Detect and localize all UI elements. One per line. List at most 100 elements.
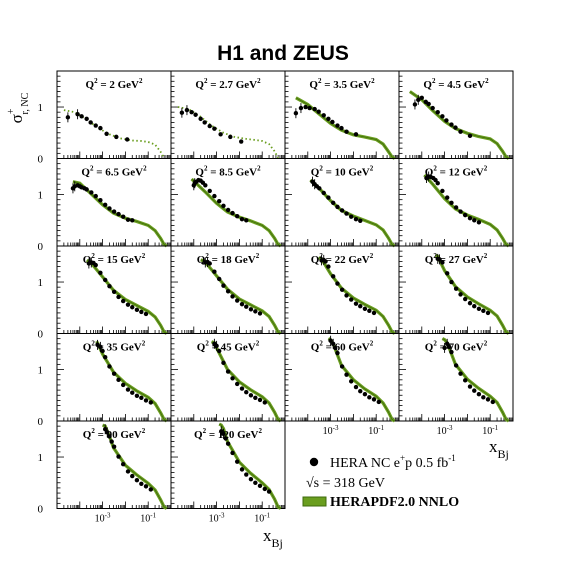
panel-q2-35: Q2 = 35 GeV2 0 1 bbox=[38, 333, 172, 428]
panel-q2-label: Q2 = 60 GeV2 bbox=[311, 340, 374, 354]
fit-central bbox=[95, 342, 167, 422]
data-point bbox=[120, 298, 126, 304]
fit-curve-dotted bbox=[63, 109, 165, 159]
data-point bbox=[184, 107, 190, 113]
data-point bbox=[239, 386, 245, 391]
data-point bbox=[453, 125, 458, 130]
data-point bbox=[472, 304, 477, 309]
legend: HERA NC e+p 0.5 fb-1 √s = 318 GeV HERAPD… bbox=[302, 453, 459, 510]
data-point bbox=[203, 183, 208, 188]
data-point bbox=[462, 378, 468, 383]
x-tick-label: 10-3 bbox=[437, 424, 453, 437]
fit-central bbox=[211, 341, 281, 422]
data-point bbox=[218, 132, 223, 137]
data-point bbox=[65, 115, 71, 120]
panel-q2-4.5: Q2 = 4.5 GeV2 bbox=[398, 70, 514, 160]
y-axis-title-super: + bbox=[6, 108, 17, 114]
fit-central bbox=[435, 254, 509, 334]
data-point bbox=[125, 137, 130, 142]
panel-q2-2: Q2 = 2 GeV2 0 1 bbox=[38, 70, 172, 166]
x-tick-label: 10-3 bbox=[209, 512, 225, 525]
data-point bbox=[125, 469, 131, 474]
data-point bbox=[358, 388, 363, 394]
data-point bbox=[344, 372, 349, 377]
data-point bbox=[335, 281, 340, 286]
data-point bbox=[444, 341, 450, 346]
data-point bbox=[253, 309, 258, 314]
data-point bbox=[353, 132, 359, 137]
data-point bbox=[89, 190, 94, 195]
data-point bbox=[458, 129, 463, 134]
data-point bbox=[316, 109, 321, 114]
data-point bbox=[257, 397, 263, 403]
data-point bbox=[467, 300, 473, 306]
data-point bbox=[225, 207, 231, 213]
data-point bbox=[234, 213, 240, 219]
panel-q2-27: Q2 = 27 GeV2 bbox=[398, 245, 514, 335]
data-point bbox=[125, 387, 131, 392]
data-point bbox=[437, 257, 442, 262]
data-point bbox=[111, 289, 117, 295]
data-point bbox=[130, 473, 135, 479]
data-point bbox=[419, 95, 424, 100]
data-point bbox=[120, 462, 126, 467]
fit-central bbox=[310, 179, 395, 247]
data-point bbox=[485, 397, 491, 402]
data-point bbox=[216, 348, 222, 354]
data-point bbox=[476, 392, 482, 397]
y-tick-label: 1 bbox=[38, 277, 44, 289]
x-axis-title-bottom: xBj bbox=[263, 526, 283, 550]
data-point bbox=[358, 304, 363, 309]
data-point bbox=[228, 134, 233, 140]
y-tick-label: 0 bbox=[38, 504, 44, 516]
data-point bbox=[303, 104, 308, 110]
data-point bbox=[312, 106, 317, 112]
panel-frame bbox=[170, 420, 286, 509]
panel-q2-label: Q2 = 45 GeV2 bbox=[197, 340, 260, 354]
panel-q2-90: Q2 = 90 GeV2 0 1 10-3 10-1 bbox=[38, 420, 172, 525]
data-point bbox=[344, 293, 349, 298]
data-point bbox=[323, 259, 328, 264]
panel-q2-label: Q2 = 70 GeV2 bbox=[425, 340, 488, 354]
fit-band bbox=[309, 178, 396, 248]
data-point bbox=[102, 354, 108, 360]
data-point bbox=[449, 349, 454, 355]
data-point bbox=[125, 302, 131, 307]
svg-text:σ+r, NC: σ+ r, NC bbox=[6, 92, 31, 123]
data-point bbox=[462, 296, 468, 302]
data-point bbox=[248, 476, 254, 482]
data-point bbox=[109, 439, 114, 444]
data-point bbox=[333, 345, 338, 351]
data-point bbox=[353, 217, 359, 222]
data-point bbox=[111, 371, 117, 376]
data-point bbox=[339, 364, 345, 369]
data-point bbox=[107, 283, 112, 289]
data-point bbox=[317, 186, 322, 191]
data-point bbox=[100, 348, 105, 354]
panel-q2-label: Q2 = 8.5 GeV2 bbox=[195, 165, 261, 179]
data-point bbox=[98, 125, 103, 131]
data-point bbox=[244, 304, 249, 309]
data-point bbox=[143, 398, 149, 403]
data-point bbox=[444, 271, 450, 276]
fit-central bbox=[424, 174, 509, 247]
data-point bbox=[339, 208, 345, 213]
data-point bbox=[139, 395, 144, 401]
fit-band bbox=[423, 173, 510, 248]
data-point bbox=[223, 436, 228, 441]
panel-q2-12: Q2 = 12 GeV2 bbox=[398, 158, 514, 248]
y-tick-label: 1 bbox=[38, 102, 44, 114]
data-point bbox=[485, 310, 491, 316]
data-point bbox=[435, 109, 440, 115]
data-point bbox=[339, 125, 344, 131]
fit-band bbox=[210, 340, 282, 423]
data-point bbox=[102, 427, 108, 432]
panel-q2-15: Q2 = 15 GeV2 0 1 bbox=[38, 245, 172, 341]
panel-grid: Q2 = 2 GeV2 0 1 Q2 = 2.7 GeV2 Q2 = 3.5 GeV2 Q… bbox=[38, 70, 514, 525]
fit-central bbox=[442, 338, 509, 422]
data-point bbox=[111, 444, 117, 449]
fit-central bbox=[191, 178, 281, 247]
panel-q2-label: Q2 = 3.5 GeV2 bbox=[309, 77, 375, 91]
data-point bbox=[239, 301, 245, 307]
data-point bbox=[326, 195, 331, 200]
